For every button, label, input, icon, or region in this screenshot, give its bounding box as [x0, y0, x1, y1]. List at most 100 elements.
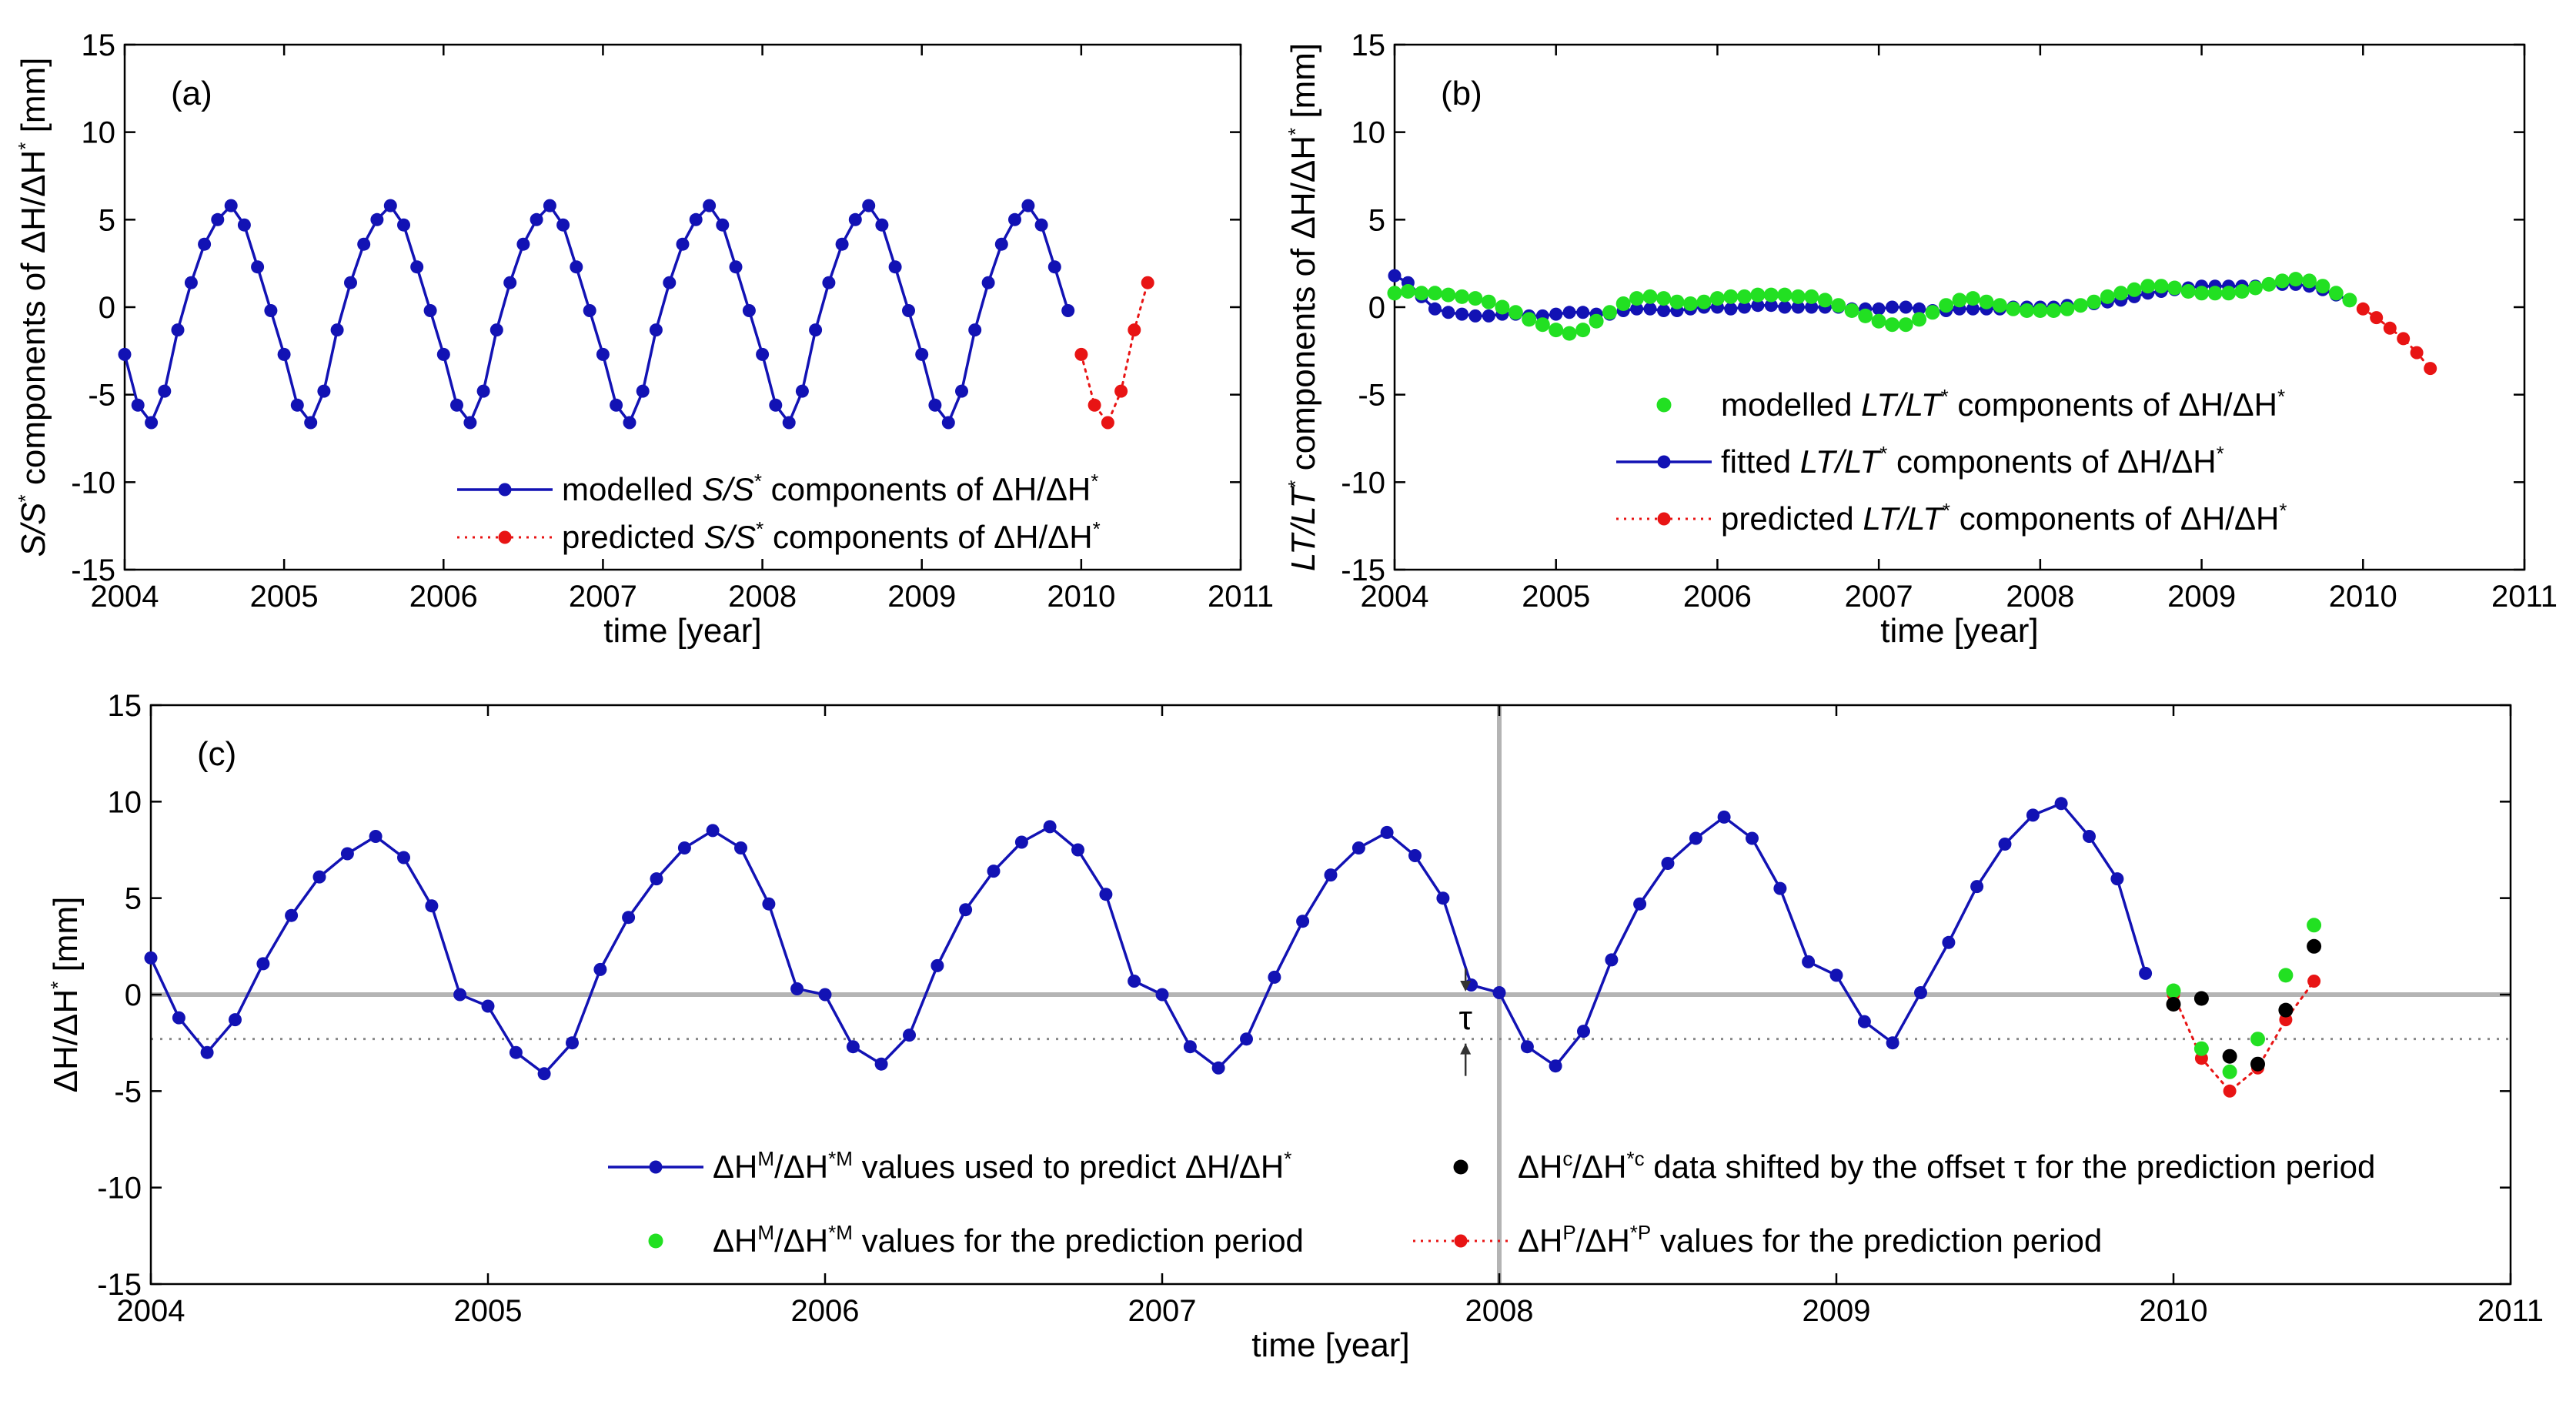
data-point — [1723, 289, 1739, 304]
x-tick-label: 2006 — [409, 580, 478, 614]
data-point — [1441, 287, 1456, 303]
data-point — [383, 199, 397, 212]
data-point — [1114, 384, 1128, 398]
data-point — [994, 237, 1008, 251]
x-tick-label: 2005 — [1522, 580, 1590, 614]
data-point — [1925, 305, 1940, 320]
data-point — [1804, 289, 1819, 304]
data-point — [2054, 797, 2068, 811]
data-point — [1802, 955, 1816, 968]
data-point — [2278, 968, 2294, 983]
data-point — [1101, 416, 1114, 430]
data-point — [2410, 346, 2424, 360]
data-point — [1886, 1036, 1899, 1050]
data-point — [463, 416, 477, 430]
data-point — [689, 212, 703, 226]
data-point — [1778, 300, 1792, 314]
data-point — [2110, 872, 2124, 886]
data-point — [1764, 299, 1778, 313]
data-point — [172, 1011, 185, 1025]
data-point — [1966, 302, 1980, 316]
data-point — [256, 957, 270, 971]
tau-label: τ — [1459, 999, 1473, 1037]
data-point — [1562, 306, 1576, 319]
x-tick-label: 2006 — [1683, 580, 1752, 614]
legend-marker — [1454, 1234, 1468, 1248]
data-point — [2127, 282, 2142, 297]
data-point — [1427, 286, 1442, 301]
data-point — [1071, 843, 1084, 857]
data-point — [1777, 287, 1793, 303]
data-point — [450, 398, 463, 412]
chart-panel-c: 2004 2005 2006 2007 2008 2009 2010 2011 15 10 5 0 -5… — [46, 689, 2544, 1364]
data-point — [1047, 260, 1061, 274]
data-point — [317, 384, 331, 398]
x-tick-label: 2007 — [569, 580, 637, 614]
y-tick-label: -5 — [1358, 379, 1385, 413]
data-point — [145, 416, 159, 430]
data-point — [622, 911, 636, 925]
data-point — [229, 1013, 242, 1027]
data-point — [1829, 968, 1843, 982]
data-point — [915, 347, 929, 361]
data-point — [1522, 312, 1537, 327]
data-point — [676, 237, 690, 251]
data-point — [1643, 302, 1657, 316]
data-point — [1763, 287, 1779, 303]
data-point — [1898, 317, 1913, 333]
panel-label: (a) — [171, 75, 212, 112]
data-point — [888, 260, 902, 274]
data-point — [1141, 276, 1154, 289]
data-point — [706, 824, 720, 838]
data-point — [285, 908, 299, 922]
data-point — [481, 999, 495, 1013]
legend-marker — [648, 1233, 663, 1249]
data-point — [1633, 897, 1647, 911]
data-point — [1857, 1015, 1871, 1028]
data-point — [2153, 279, 2169, 294]
data-point — [1750, 287, 1766, 303]
data-point — [1751, 299, 1765, 313]
data-point — [1661, 857, 1675, 870]
data-point — [570, 260, 583, 274]
data-point — [610, 398, 623, 412]
data-point — [1549, 1059, 1562, 1073]
y-tick-label: 5 — [99, 203, 115, 237]
legend-item: predicted LT/LT* components of ΔH/ΔH* — [1721, 499, 2287, 537]
legend-item: ΔHM/ΔH*M values for the prediction perio… — [713, 1221, 1304, 1259]
legend-marker — [1657, 512, 1671, 526]
y-tick-label: -5 — [88, 379, 115, 413]
data-point — [2342, 293, 2357, 308]
data-point — [1790, 289, 1806, 304]
data-point — [875, 218, 889, 232]
data-point — [1738, 300, 1751, 314]
x-axis-label: time [year] — [1251, 1326, 1409, 1364]
data-point — [1387, 286, 1402, 301]
data-point — [756, 347, 770, 361]
data-point — [650, 872, 663, 886]
data-point — [369, 830, 383, 843]
legend-item: predicted S/S* components of ΔH/ΔH* — [562, 517, 1101, 555]
data-point — [623, 416, 636, 430]
data-point — [1211, 1061, 1225, 1075]
data-point — [1575, 323, 1591, 338]
y-tick-label: -10 — [97, 1172, 142, 1206]
y-axis-label: S/S* components of ΔH/ΔH* [mm] — [14, 58, 52, 557]
data-point — [2307, 938, 2322, 954]
data-point — [862, 199, 876, 212]
data-point — [1965, 291, 1980, 306]
data-point — [1414, 286, 1429, 301]
data-point — [264, 304, 278, 317]
tau-arrowhead-bottom — [1460, 1043, 1472, 1055]
data-point — [1773, 881, 1787, 895]
data-point — [2139, 966, 2153, 980]
data-point — [118, 347, 132, 361]
data-point — [835, 237, 849, 251]
data-point — [2302, 273, 2317, 289]
data-point — [1615, 296, 1631, 311]
panel-label: (c) — [197, 735, 236, 773]
data-point — [1912, 312, 1927, 327]
data-point — [1495, 299, 1510, 315]
data-point — [1657, 304, 1671, 317]
data-point — [1831, 298, 1846, 313]
